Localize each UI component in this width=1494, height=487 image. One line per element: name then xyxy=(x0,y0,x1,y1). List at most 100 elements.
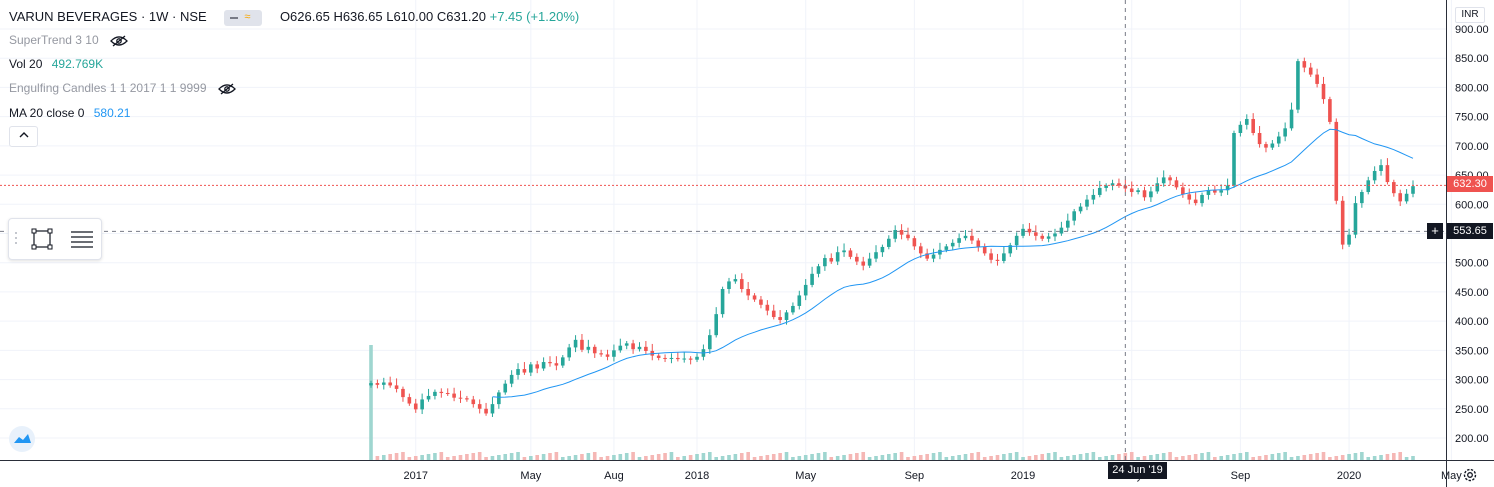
volume-bar xyxy=(1097,457,1102,460)
candle-body xyxy=(1040,235,1045,239)
data-status-badge[interactable]: ≈ xyxy=(224,9,263,26)
volume-bar xyxy=(560,457,565,460)
candle-body xyxy=(944,246,949,250)
candle-body xyxy=(388,382,392,386)
volume-bar xyxy=(637,457,642,460)
price-tick-label: 800.00 xyxy=(1455,82,1489,94)
candle-body xyxy=(957,238,961,243)
candle-body xyxy=(1168,177,1172,181)
volume-bar xyxy=(541,454,546,460)
time-tick-label: May xyxy=(795,470,816,482)
time-tick-label: May xyxy=(1441,470,1462,482)
object-tree-icon[interactable] xyxy=(70,229,94,249)
supertrend-label: SuperTrend 3 10 xyxy=(9,33,99,47)
volume-bar xyxy=(465,454,469,460)
candle-body xyxy=(1034,232,1038,236)
candle-body xyxy=(535,364,540,369)
symbol-title[interactable]: VARUN BEVERAGES · 1W · NSE xyxy=(9,9,207,24)
volume-bar xyxy=(1040,454,1045,460)
volume-bar xyxy=(1321,452,1326,460)
volume-bar xyxy=(458,455,463,460)
volume-bar xyxy=(835,456,840,460)
volume-bar xyxy=(963,454,968,460)
volume-bar xyxy=(1027,456,1032,460)
candle-body xyxy=(899,229,904,235)
time-axis[interactable]: 2017MayAug2018MaySep2019MaySep2020May xyxy=(0,460,1494,483)
volume-bar xyxy=(1168,452,1172,460)
candle-body xyxy=(714,314,719,336)
volume-bar xyxy=(669,452,674,460)
volume-bar xyxy=(893,453,897,460)
volume-bar xyxy=(918,455,923,460)
candle-body xyxy=(778,317,782,320)
candle-body xyxy=(1046,236,1051,239)
gear-icon[interactable] xyxy=(1461,466,1479,484)
volume-bar xyxy=(1392,453,1396,460)
candle-body xyxy=(810,273,814,285)
candle-body xyxy=(1398,193,1403,202)
candle-body xyxy=(1283,128,1287,137)
ma-legend[interactable]: MA 20 close 0 580.21 xyxy=(9,106,130,120)
candle-body xyxy=(893,229,897,239)
supertrend-legend[interactable]: SuperTrend 3 10 xyxy=(9,33,128,47)
volume-bar xyxy=(842,455,846,460)
volume-bar xyxy=(592,452,597,460)
candle-body xyxy=(1097,187,1102,195)
volume-bar xyxy=(1270,454,1275,460)
candle-body xyxy=(1321,83,1326,100)
volume-bar xyxy=(688,455,693,460)
volume-legend[interactable]: Vol 20 492.769K xyxy=(9,57,103,71)
price-axis[interactable]: 200.00 250.00 300.00 350.00 400.00 450.00 500.… xyxy=(1446,0,1489,487)
volume-bar xyxy=(1257,456,1262,460)
engulfing-legend[interactable]: Engulfing Candles 1 1 2017 1 1 9999 xyxy=(9,81,236,95)
candle-body xyxy=(1174,180,1179,188)
candle-body xyxy=(624,343,629,346)
candle-body xyxy=(471,399,476,405)
volume-bar xyxy=(906,457,910,460)
price-tick-label: 700.00 xyxy=(1455,141,1489,153)
candle-body xyxy=(407,397,412,404)
drawing-toolbox[interactable] xyxy=(8,218,102,260)
drag-handle[interactable] xyxy=(15,232,19,246)
tradingview-logo-icon[interactable] xyxy=(9,426,35,452)
volume-bar xyxy=(720,456,725,460)
hidden-eye-icon[interactable] xyxy=(217,83,236,95)
candle-body xyxy=(1072,211,1076,221)
volume-bar xyxy=(797,456,802,460)
volume-bar xyxy=(503,454,508,460)
volume-bar xyxy=(650,455,655,460)
volume-bar xyxy=(823,452,827,460)
currency-label[interactable]: INR xyxy=(1455,7,1485,23)
candle-body xyxy=(1302,61,1307,68)
volume-bar xyxy=(439,452,444,460)
price-tick-label: 900.00 xyxy=(1455,24,1489,36)
candle-body xyxy=(369,383,373,386)
volume-bar xyxy=(950,456,955,460)
candle-body xyxy=(771,310,776,318)
candle-body xyxy=(509,374,514,384)
rectangle-tool-icon[interactable] xyxy=(31,228,53,250)
candle-body xyxy=(1360,192,1364,204)
candle-body xyxy=(963,235,968,239)
volume-bar xyxy=(970,453,974,460)
candle-body xyxy=(976,240,981,247)
volume-bar xyxy=(989,456,993,460)
candlesticks xyxy=(369,57,1415,417)
volume-bar xyxy=(1244,452,1249,460)
candle-body xyxy=(829,258,834,262)
candle-body xyxy=(465,398,469,400)
volume-bar xyxy=(778,453,782,460)
crosshair-price-label: 553.65 xyxy=(1447,223,1493,239)
collapse-legend-button[interactable] xyxy=(9,126,38,147)
volume-bar xyxy=(1046,453,1051,460)
add-alert-button[interactable]: + xyxy=(1427,223,1443,239)
volume-bar xyxy=(829,457,834,460)
crosshair-date-label: 24 Jun '19 xyxy=(1108,462,1167,479)
volume-bar xyxy=(931,453,936,460)
candle-body xyxy=(1161,177,1166,184)
volume-bar xyxy=(1398,452,1403,460)
candle-body xyxy=(1149,191,1153,198)
hidden-eye-icon[interactable] xyxy=(110,35,128,47)
volume-bar xyxy=(1053,452,1057,460)
